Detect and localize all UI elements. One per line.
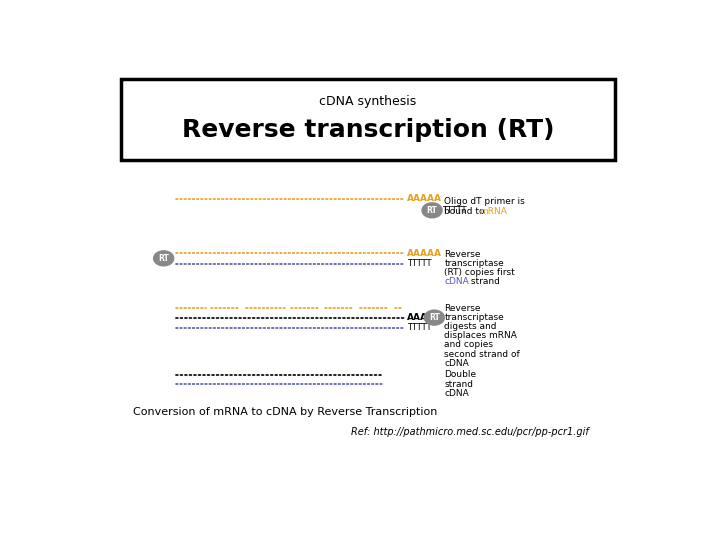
Text: strand: strand bbox=[444, 380, 473, 389]
Text: transcriptase: transcriptase bbox=[444, 259, 504, 268]
Text: transcriptase: transcriptase bbox=[444, 313, 504, 322]
Text: cDNA: cDNA bbox=[444, 359, 469, 368]
Text: AAAAA: AAAAA bbox=[407, 313, 442, 322]
Text: Oligo dT primer is: Oligo dT primer is bbox=[444, 197, 525, 206]
Text: cDNA: cDNA bbox=[444, 389, 469, 397]
Text: TTTTT: TTTTT bbox=[442, 206, 467, 215]
Text: mRNA: mRNA bbox=[479, 207, 507, 216]
Text: second strand of: second strand of bbox=[444, 349, 520, 359]
Text: AAAAA: AAAAA bbox=[407, 248, 442, 258]
Text: Ref: http://pathmicro.med.sc.edu/pcr/pp-pcr1.gif: Ref: http://pathmicro.med.sc.edu/pcr/pp-… bbox=[351, 427, 588, 436]
Text: strand: strand bbox=[468, 277, 500, 286]
Text: Double: Double bbox=[444, 370, 477, 380]
Text: AAAAA: AAAAA bbox=[407, 194, 442, 203]
Text: TTTTT: TTTTT bbox=[407, 323, 431, 332]
Text: Reverse transcription (RT): Reverse transcription (RT) bbox=[181, 118, 554, 143]
Text: digests and: digests and bbox=[444, 322, 497, 331]
Text: cDNA synthesis: cDNA synthesis bbox=[319, 95, 416, 108]
Text: Reverse: Reverse bbox=[444, 304, 481, 313]
Text: RT: RT bbox=[429, 313, 440, 322]
Text: cDNA: cDNA bbox=[444, 277, 469, 286]
Text: (RT) copies first: (RT) copies first bbox=[444, 268, 515, 277]
Text: Reverse: Reverse bbox=[444, 250, 481, 259]
FancyBboxPatch shape bbox=[121, 79, 615, 160]
Text: bound to: bound to bbox=[444, 207, 487, 216]
Text: RT: RT bbox=[158, 254, 169, 263]
Text: Conversion of mRNA to cDNA by Reverse Transcription: Conversion of mRNA to cDNA by Reverse Tr… bbox=[133, 407, 438, 417]
Circle shape bbox=[153, 251, 174, 266]
Text: displaces mRNA: displaces mRNA bbox=[444, 332, 517, 340]
Text: RT: RT bbox=[427, 206, 438, 215]
Circle shape bbox=[424, 310, 444, 325]
Text: TTTTT: TTTTT bbox=[407, 259, 431, 268]
Circle shape bbox=[422, 203, 442, 218]
Text: and copies: and copies bbox=[444, 341, 493, 349]
